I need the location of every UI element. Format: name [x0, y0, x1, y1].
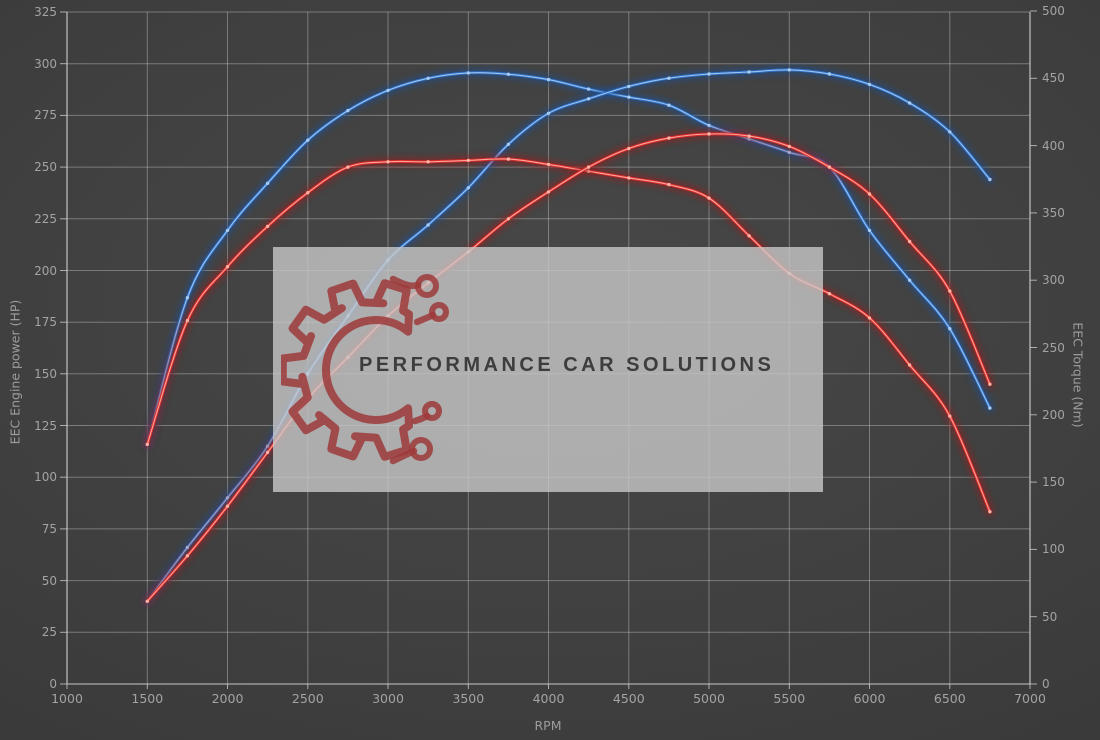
x-tick-label: 4000	[532, 691, 565, 706]
y-left-tick-label: 100	[34, 470, 57, 485]
y-right-tick-label: 250	[1042, 340, 1065, 355]
curve-original-torque	[142, 154, 995, 517]
y-left-tick-label: 75	[41, 521, 57, 536]
x-tick-label: 4500	[612, 691, 645, 706]
x-tick-label: 5000	[693, 691, 725, 706]
x-tick-label: 2000	[211, 691, 244, 706]
y-left-tick-label: 0	[49, 677, 57, 691]
y-right-tick-label: 500	[1042, 4, 1065, 18]
watermark-text: PERFORMANCE CAR SOLUTIONS	[359, 354, 775, 376]
x-tick-label: 6500	[933, 691, 966, 706]
y-left-tick-label: 275	[34, 108, 57, 123]
x-tick-label: 6000	[853, 691, 886, 706]
y-left-tick-label: 225	[34, 211, 57, 226]
x-axis-title: RPM	[534, 718, 562, 733]
y-right-tick-label: 200	[1042, 407, 1065, 422]
y-right-tick-label: 100	[1042, 542, 1065, 557]
right-axis-title: EEC Torque (Nm)	[1070, 322, 1086, 428]
y-right-tick-label: 150	[1042, 475, 1065, 490]
y-right-tick-label: 50	[1042, 609, 1058, 624]
x-tick-label: 3500	[452, 691, 485, 706]
y-left-tick-label: 150	[34, 366, 57, 381]
x-tick-label: 5500	[773, 691, 806, 706]
y-right-tick-label: 350	[1042, 205, 1065, 220]
y-left-tick-label: 300	[34, 56, 57, 71]
y-left-tick-label: 50	[41, 573, 57, 588]
y-right-tick-label: 450	[1042, 71, 1065, 86]
y-left-tick-label: 125	[34, 418, 57, 433]
x-tick-label: 2500	[291, 691, 324, 706]
y-right-tick-label: 400	[1042, 138, 1065, 153]
watermark: PERFORMANCE CAR SOLUTIONS	[273, 247, 823, 492]
x-tick-label: 1000	[51, 691, 83, 706]
gear-circuit-icon	[281, 274, 449, 465]
y-right-tick-label: 0	[1042, 677, 1050, 691]
y-left-tick-label: 250	[34, 160, 57, 175]
y-left-tick-label: 175	[34, 315, 57, 330]
left-axis-title: EEC Engine power (HP)	[7, 299, 23, 445]
y-right-tick-label: 300	[1042, 273, 1065, 288]
y-left-tick-label: 25	[41, 625, 57, 640]
curve-tuned-torque	[142, 68, 995, 449]
y-left-tick-label: 200	[34, 263, 57, 278]
x-tick-label: 1500	[131, 691, 164, 706]
y-left-tick-label: 325	[34, 5, 57, 19]
x-tick-label: 3000	[372, 691, 404, 706]
x-tick-label: 7000	[1014, 691, 1046, 706]
